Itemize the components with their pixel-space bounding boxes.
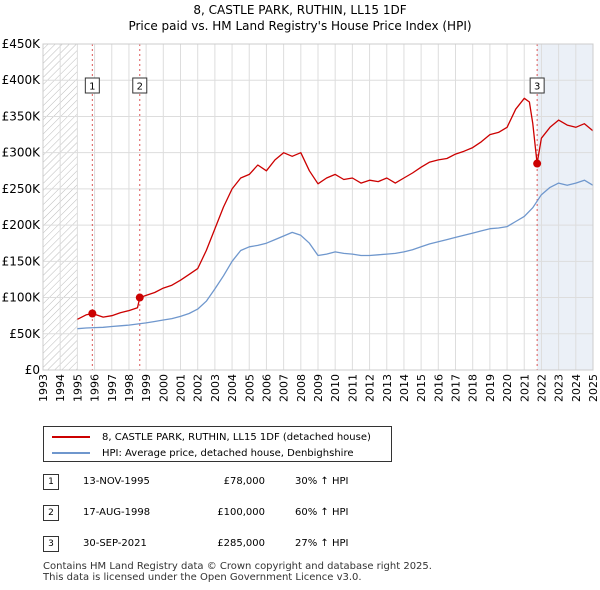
transaction-price: £78,000 bbox=[223, 476, 265, 487]
transaction-number: 1 bbox=[43, 474, 59, 490]
transaction-date: 17-AUG-1998 bbox=[83, 507, 151, 518]
transaction-hpi: 27% ↑ HPI bbox=[295, 538, 349, 549]
y-tick-label: £350K bbox=[2, 109, 42, 123]
y-tick-label: £300K bbox=[2, 146, 42, 160]
y-tick-label: £450K bbox=[2, 37, 42, 51]
x-tick-label: 2019 bbox=[484, 374, 497, 402]
sale-marker-box bbox=[84, 77, 100, 94]
sale-marker-label: 1 bbox=[89, 82, 95, 93]
y-tick-label: £200K bbox=[2, 218, 42, 232]
footer-licence: This data is licensed under the Open Gov… bbox=[43, 572, 362, 583]
transaction-hpi: 60% ↑ HPI bbox=[295, 507, 349, 518]
legend-swatch-property bbox=[52, 436, 90, 438]
transaction-price: £100,000 bbox=[217, 507, 265, 518]
x-tick-label: 1993 bbox=[37, 374, 50, 402]
x-tick-label: 2013 bbox=[381, 374, 394, 402]
property-series-line bbox=[77, 97, 594, 320]
x-tick-label: 2025 bbox=[587, 374, 600, 402]
x-tick-label: 2002 bbox=[192, 374, 205, 402]
y-tick-label: £0 bbox=[25, 363, 40, 377]
legend-swatch-hpi bbox=[52, 452, 90, 454]
x-tick-label: 2006 bbox=[260, 374, 273, 402]
sale-marker-box bbox=[132, 77, 148, 94]
x-tick-label: 2016 bbox=[432, 374, 445, 402]
x-tick-label: 2005 bbox=[243, 374, 256, 402]
x-tick-label: 2007 bbox=[278, 374, 291, 402]
x-tick-label: 2008 bbox=[295, 374, 308, 402]
transaction-hpi: 30% ↑ HPI bbox=[295, 476, 349, 487]
y-tick-label: £50K bbox=[9, 327, 41, 341]
x-tick-label: 2015 bbox=[415, 374, 428, 402]
x-tick-label: 2023 bbox=[553, 374, 566, 402]
plot-frame bbox=[42, 43, 594, 371]
x-tick-label: 2014 bbox=[398, 374, 411, 402]
sale-point bbox=[88, 309, 97, 318]
sale-marker-box bbox=[529, 77, 545, 94]
y-tick-label: £400K bbox=[2, 73, 42, 87]
y-tick-label: £250K bbox=[2, 182, 42, 196]
x-tick-label: 2024 bbox=[570, 374, 583, 402]
x-tick-label: 2010 bbox=[329, 374, 342, 402]
sale-point bbox=[533, 159, 542, 168]
x-tick-label: 2012 bbox=[364, 374, 377, 402]
sale-point bbox=[135, 293, 144, 302]
x-tick-label: 1996 bbox=[89, 374, 102, 402]
x-tick-label: 1999 bbox=[140, 374, 153, 402]
price-chart: 8, CASTLE PARK, RUTHIN, LL15 1DF Price p… bbox=[2, 3, 600, 402]
y-tick-label: £150K bbox=[2, 254, 42, 268]
x-tick-label: 1994 bbox=[54, 374, 67, 402]
x-tick-label: 2009 bbox=[312, 374, 325, 402]
legend: 8, CASTLE PARK, RUTHIN, LL15 1DF (detach… bbox=[43, 426, 392, 462]
x-tick-label: 2021 bbox=[518, 374, 531, 402]
transaction-number: 3 bbox=[43, 536, 59, 552]
x-tick-label: 1995 bbox=[71, 374, 84, 402]
x-tick-label: 2001 bbox=[175, 374, 188, 402]
x-tick-label: 2000 bbox=[157, 374, 170, 402]
transaction-date: 30-SEP-2021 bbox=[83, 538, 147, 549]
hpi-series-line bbox=[77, 179, 594, 330]
legend-item-hpi: HPI: Average price, detached house, Denb… bbox=[52, 445, 353, 461]
x-tick-label: 1997 bbox=[106, 374, 119, 402]
footer: Contains HM Land Registry data © Crown c… bbox=[43, 561, 432, 583]
chart-title: 8, CASTLE PARK, RUTHIN, LL15 1DF bbox=[193, 3, 406, 17]
x-tick-label: 2020 bbox=[501, 374, 514, 402]
sale-marker-label: 3 bbox=[534, 82, 540, 93]
transaction-price: £285,000 bbox=[217, 538, 265, 549]
transaction-number: 2 bbox=[43, 505, 59, 521]
post-sale-shading bbox=[537, 44, 593, 370]
x-tick-label: 2022 bbox=[535, 374, 548, 402]
legend-item-property: 8, CASTLE PARK, RUTHIN, LL15 1DF (detach… bbox=[52, 429, 371, 445]
x-tick-label: 2011 bbox=[346, 374, 359, 402]
x-tick-label: 2018 bbox=[467, 374, 480, 402]
chart-subtitle: Price paid vs. HM Land Registry's House … bbox=[128, 19, 471, 33]
legend-label-property: 8, CASTLE PARK, RUTHIN, LL15 1DF (detach… bbox=[102, 431, 371, 443]
sale-marker-label: 2 bbox=[137, 82, 143, 93]
x-tick-label: 2003 bbox=[209, 374, 222, 402]
x-tick-label: 2004 bbox=[226, 374, 239, 402]
footer-copyright: Contains HM Land Registry data © Crown c… bbox=[43, 561, 432, 572]
y-tick-label: £100K bbox=[2, 291, 42, 305]
x-tick-label: 1998 bbox=[123, 374, 136, 402]
legend-label-hpi: HPI: Average price, detached house, Denb… bbox=[102, 447, 354, 459]
transaction-date: 13-NOV-1995 bbox=[83, 476, 150, 487]
x-tick-label: 2017 bbox=[450, 374, 463, 402]
